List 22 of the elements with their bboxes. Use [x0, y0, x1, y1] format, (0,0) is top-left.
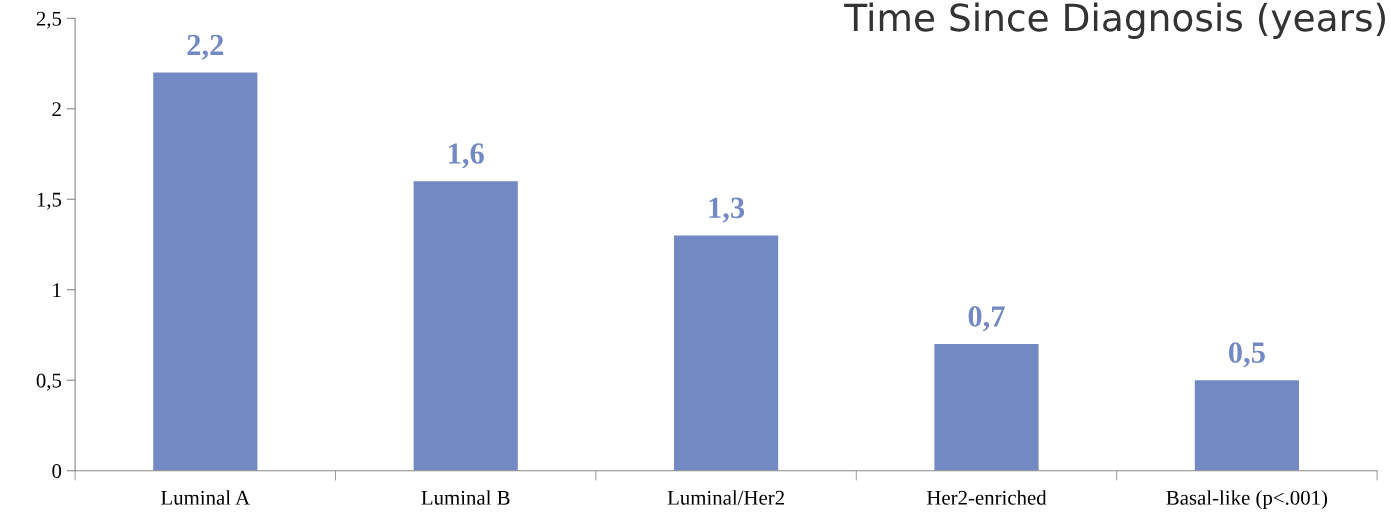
x-tick-label: Basal-like (p<.001)	[1166, 490, 1328, 510]
data-label: 1,6	[449, 143, 484, 169]
bar	[413, 181, 518, 471]
data-label: 1,3	[709, 197, 745, 223]
data-label: 0,7	[968, 306, 1005, 332]
bar	[1194, 380, 1299, 471]
y-tick-label: 2,5	[36, 11, 62, 29]
y-tick-label: 0,5	[36, 373, 62, 391]
x-tick-label: Luminal B	[421, 490, 510, 505]
y-tick-label: 1	[53, 283, 61, 297]
y-tick-label: 0	[52, 464, 62, 479]
x-tick-label: Her2-enriched	[926, 490, 1047, 505]
x-tick-label: Luminal/Her2	[667, 490, 784, 505]
bar	[674, 235, 779, 471]
data-label: 2,2	[187, 34, 224, 60]
y-tick-label: 2	[52, 102, 61, 117]
y-tick-label: 1,5	[37, 192, 62, 210]
chart-title: Time Since Diagnosis (years)	[844, 2, 1385, 39]
bar	[153, 72, 258, 471]
x-tick-label: Luminal A	[161, 490, 251, 505]
data-label: 0,5	[1228, 342, 1265, 368]
bar	[934, 344, 1039, 471]
